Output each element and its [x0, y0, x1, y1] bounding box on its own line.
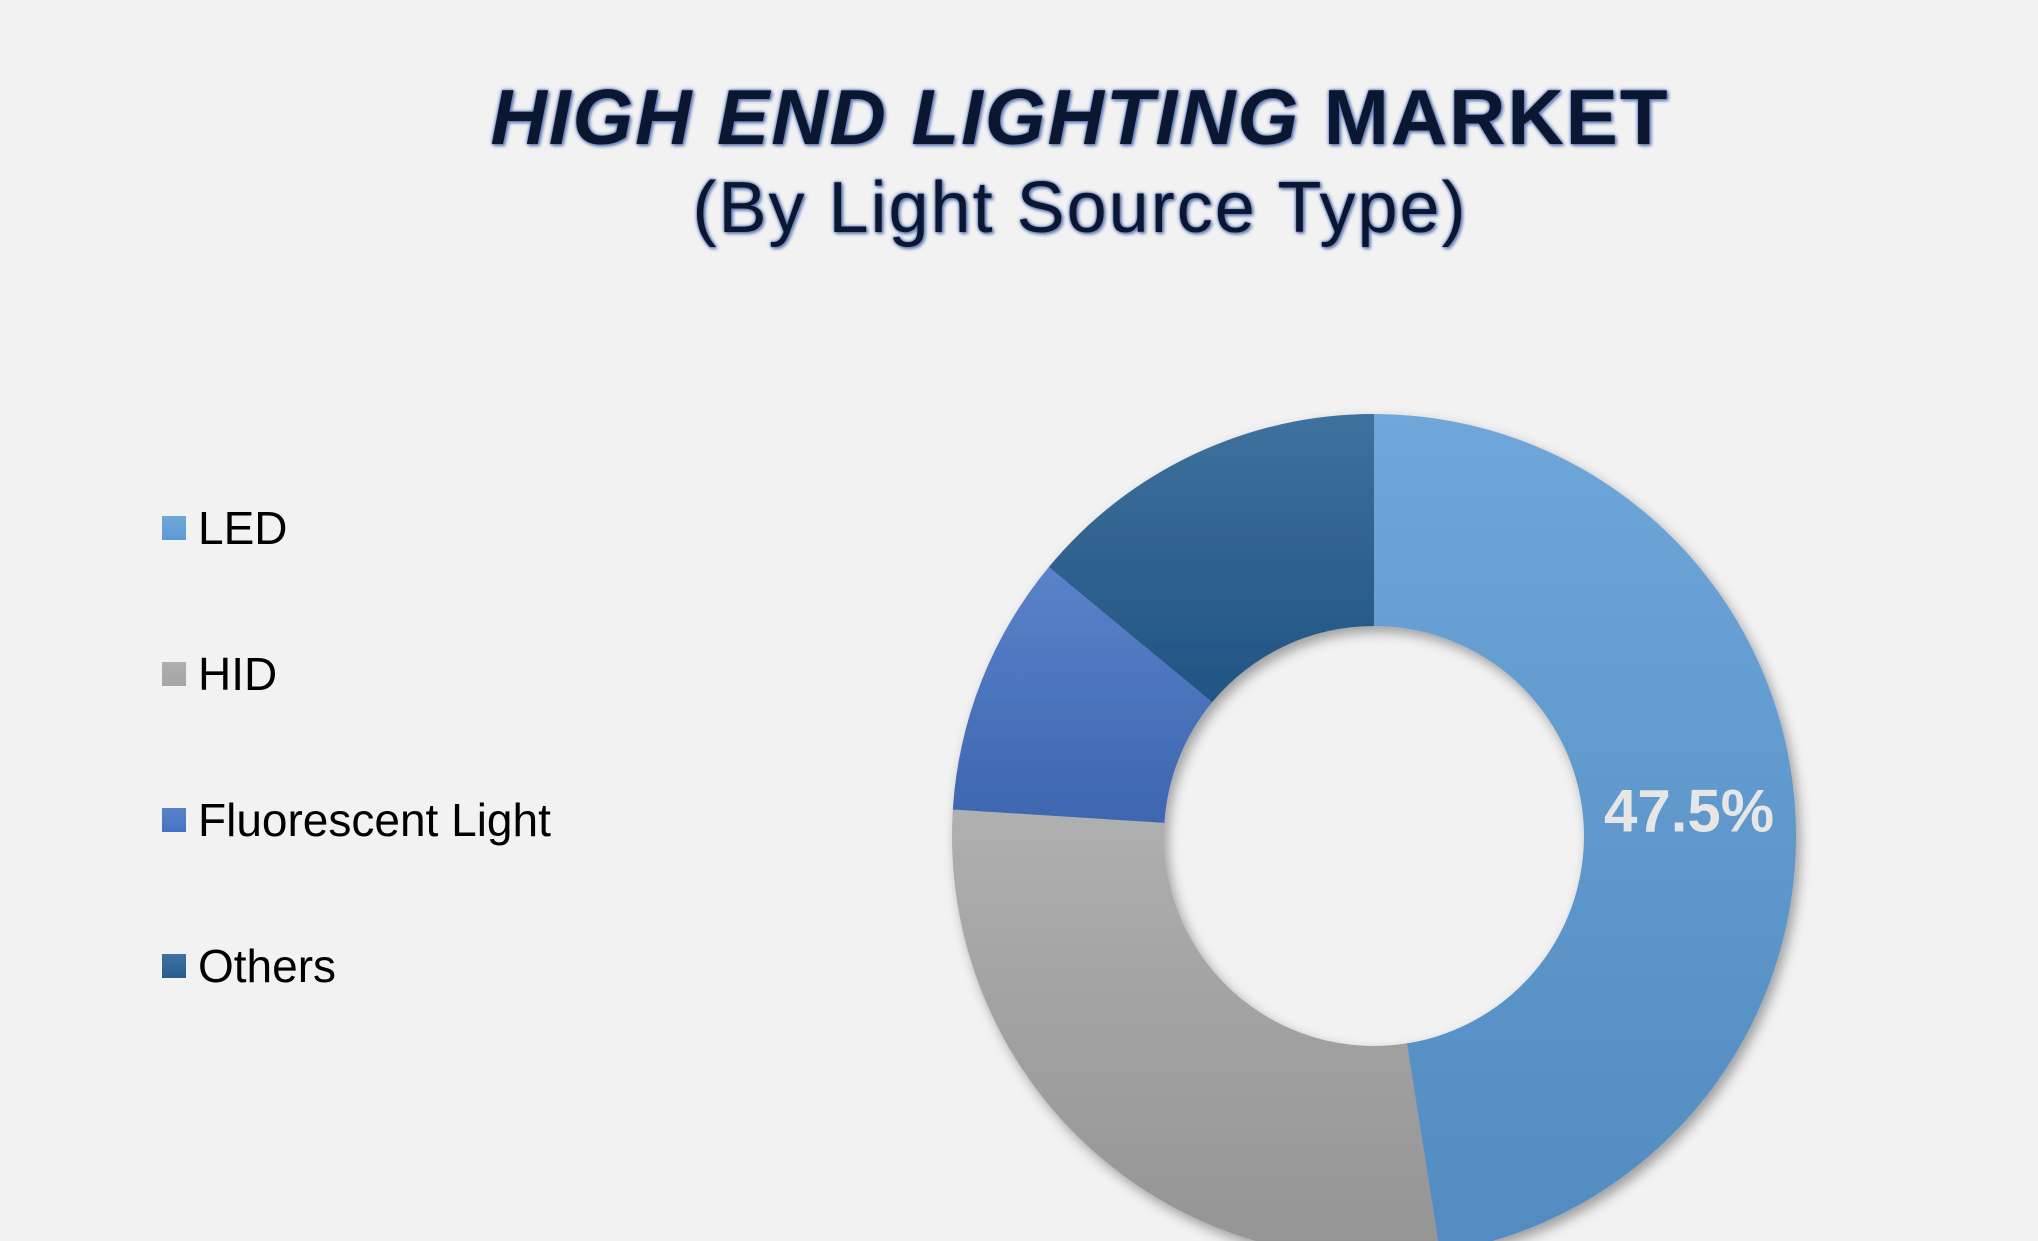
legend-swatch-fluorescent: [162, 808, 186, 832]
slice-hid-shading: [952, 809, 1439, 1241]
slice-led-shading: [1374, 414, 1796, 1241]
chart-title: HIGH END LIGHTING MARKET: [400, 70, 1760, 164]
legend-item-hid: HID: [162, 601, 722, 747]
donut-data-labels: 47.5%: [1604, 778, 1774, 845]
legend-item-others: Others: [162, 893, 722, 1039]
chart-title-italic: HIGH END LIGHTING: [490, 73, 1301, 161]
legend-label-hid: HID: [198, 648, 278, 700]
slice-others: [1048, 414, 1374, 703]
legend-swatch-others: [162, 954, 186, 978]
slice-hid: [952, 809, 1439, 1241]
legend-label-fluorescent: Fluorescent Light: [198, 794, 551, 846]
chart-legend: LED HID Fluorescent Light Others: [162, 455, 722, 1039]
legend-swatch-hid: [162, 662, 186, 686]
slice-led: [1374, 414, 1796, 1241]
legend-label-others: Others: [198, 940, 337, 992]
slice-fluorescent-shading: [952, 567, 1213, 823]
chart-title-block: HIGH END LIGHTING MARKET (By Light Sourc…: [400, 70, 1760, 252]
slice-others-shading: [1048, 414, 1374, 703]
legend-label-led: LED: [198, 502, 288, 554]
chart-title-rest: MARKET: [1323, 73, 1670, 161]
chart-subtitle: (By Light Source Type): [692, 168, 1468, 248]
legend-item-fluorescent: Fluorescent Light: [162, 747, 722, 893]
legend-swatch-led: [162, 516, 186, 540]
donut-slices: [952, 414, 1796, 1241]
data-label-led: 47.5%: [1604, 778, 1774, 845]
slice-fluorescent: [952, 567, 1213, 823]
legend-item-led: LED: [162, 455, 722, 601]
